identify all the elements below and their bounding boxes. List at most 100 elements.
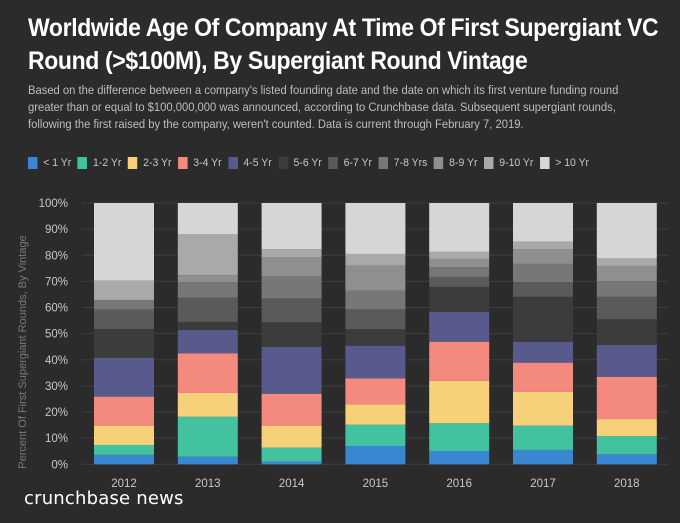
bar-segment: [429, 251, 490, 259]
y-axis-label: Percent Of First Supergiant Rounds, By V…: [17, 235, 29, 468]
chart-title: Worldwide Age Of Company At Time Of Firs…: [28, 14, 659, 75]
bar-segment: [177, 321, 238, 330]
bar-segment: [177, 392, 238, 417]
bars: [94, 203, 657, 465]
bar-segment: [345, 253, 406, 266]
bar-stack-2016: [429, 203, 490, 465]
y-tick-label: 30%: [45, 381, 68, 393]
bar-segment: [429, 341, 490, 381]
x-tick-labels: 2012 2013 2014 2015 2016 2017 2018: [111, 478, 639, 490]
x-tick-label: 2015: [363, 478, 389, 490]
legend-label: 2-3 Yr: [143, 157, 172, 169]
bar-segment: [261, 461, 322, 465]
bar-segment: [261, 393, 322, 426]
bar-segment: [596, 454, 657, 465]
bar-segment: [513, 341, 573, 363]
bar-segment: [429, 258, 490, 268]
x-tick-label: 2013: [195, 478, 221, 490]
legend-label: 6-7 Yr: [343, 157, 372, 169]
bar-segment: [94, 309, 154, 329]
y-tick-label: 40%: [45, 355, 68, 367]
bar-segment: [345, 424, 406, 447]
bar-segment: [596, 265, 657, 282]
legend-swatch: [484, 157, 494, 169]
y-tick-label: 20%: [45, 407, 68, 419]
legend-swatch: [178, 157, 188, 169]
bar-segment: [345, 345, 406, 379]
legend-label: 1-2 Yr: [93, 157, 122, 169]
bar-segment: [261, 346, 322, 394]
bar-segment: [513, 263, 573, 283]
chart-plot: 0%10%20%30%40%50%60%70%80%90%100% 2012 20…: [17, 198, 668, 490]
legend-label: 8-9 Yr: [449, 157, 478, 169]
bar-segment: [596, 296, 657, 320]
bar-segment: [345, 404, 406, 425]
bar-segment: [345, 203, 406, 254]
bar-segment: [177, 234, 238, 276]
bar-segment: [429, 276, 490, 287]
chart-subtitle: Based on the difference between a compan…: [28, 83, 619, 131]
bar-segment: [345, 378, 406, 405]
bar-segment: [94, 203, 154, 281]
bar-segment: [513, 282, 573, 297]
bar-segment: [94, 328, 154, 358]
bar-segment: [261, 298, 322, 323]
x-tick-label: 2018: [614, 478, 640, 490]
crunchbase-news-logo: crunchbase news: [24, 488, 184, 509]
legend-item: 6-7 Yr: [328, 157, 372, 169]
bar-segment: [429, 423, 490, 451]
legend-label: 3-4 Yr: [193, 157, 222, 169]
bar-segment: [596, 436, 657, 455]
legend-item: 9-10 Yr: [484, 157, 533, 169]
bar-segment: [513, 449, 573, 465]
legend-label: 4-5 Yr: [243, 157, 272, 169]
legend-item: 3-4 Yr: [178, 157, 222, 169]
bar-stack-2012: [94, 203, 154, 465]
bar-segment: [513, 362, 573, 392]
bar-segment: [94, 280, 154, 300]
y-tick-label: 50%: [45, 329, 68, 341]
bar-segment: [261, 447, 322, 462]
bar-segment: [345, 446, 406, 465]
legend-label: 7-8 Yrs: [393, 157, 428, 169]
bar-segment: [513, 203, 573, 242]
bar-segment: [94, 444, 154, 455]
bar-segment: [261, 257, 322, 277]
x-tick-label: 2012: [111, 478, 137, 490]
legend-swatch: [127, 157, 138, 169]
bar-segment: [513, 391, 573, 426]
y-tick-label: 80%: [45, 250, 68, 262]
bar-segment: [513, 241, 573, 250]
bar-segment: [596, 203, 657, 259]
bar-segment: [94, 357, 154, 397]
bar-segment: [177, 456, 238, 465]
legend-swatch: [540, 157, 550, 169]
legend-item: > 10 Yr: [540, 157, 589, 169]
y-tick-label: 90%: [45, 224, 68, 236]
y-tick-label: 0%: [51, 459, 68, 471]
y-tick-label: 100%: [39, 198, 68, 210]
legend-swatch: [433, 157, 444, 169]
bar-segment: [261, 322, 322, 347]
legend-label: > 10 Yr: [555, 157, 590, 169]
legend-swatch: [278, 157, 288, 169]
bar-segment: [177, 329, 238, 354]
y-tick-labels: 0% 10% 20% 30% 40% 50% 60% 70% 80% 90% 100%: [39, 198, 68, 471]
bar-segment: [345, 265, 406, 291]
bar-segment: [429, 311, 490, 342]
bar-segment: [513, 425, 573, 450]
bar-segment: [94, 299, 154, 310]
legend-swatch: [228, 157, 238, 169]
bar-segment: [429, 450, 490, 465]
bar-segment: [345, 329, 406, 346]
x-tick-label: 2016: [446, 478, 472, 490]
bar-segment: [177, 416, 238, 457]
bar-segment: [429, 380, 490, 424]
bar-segment: [429, 286, 490, 312]
y-tick-label: 70%: [45, 276, 68, 288]
bar-segment: [513, 296, 573, 342]
legend-swatch: [77, 157, 88, 169]
legend-item: 4-5 Yr: [228, 157, 272, 169]
bar-stack-2017: [513, 203, 573, 465]
bar-segment: [261, 203, 322, 250]
